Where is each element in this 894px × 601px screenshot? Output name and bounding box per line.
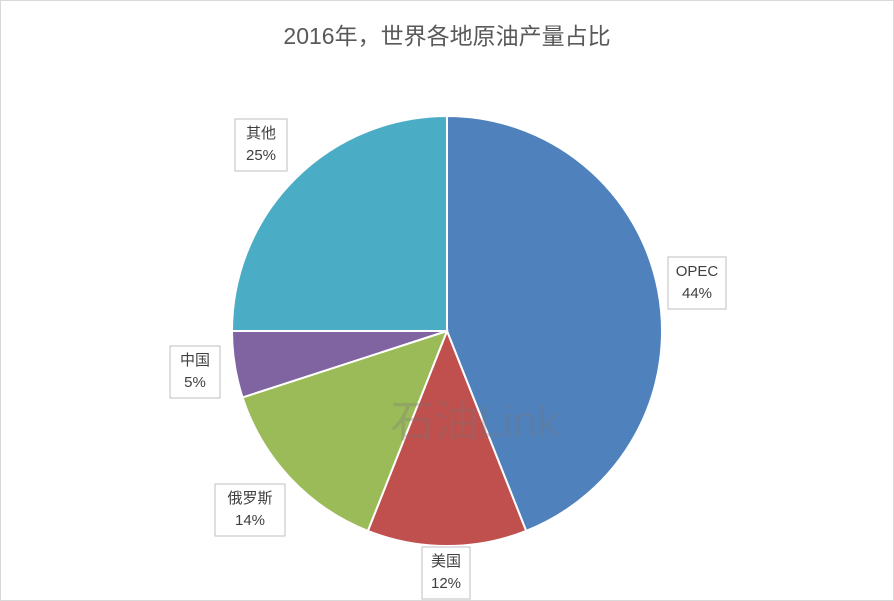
label-box	[421, 546, 471, 600]
label-box	[234, 118, 288, 172]
watermark: 石油Link	[391, 398, 561, 447]
label-box	[667, 256, 727, 310]
chart-title: 2016年，世界各地原油产量占比	[283, 23, 610, 49]
value-label: 14%	[235, 512, 265, 529]
category-label: 俄罗斯	[227, 490, 272, 507]
category-label: 美国	[431, 553, 461, 570]
category-label: 其他	[246, 125, 276, 142]
value-label: 5%	[184, 374, 206, 391]
label-box	[214, 483, 286, 537]
value-label: 44%	[682, 285, 712, 302]
pie-slice	[230, 114, 448, 332]
value-label: 25%	[246, 147, 276, 164]
label-box	[169, 345, 221, 399]
value-label: 12%	[431, 575, 461, 592]
pie-slice	[366, 328, 528, 547]
pie-slice	[446, 114, 663, 533]
category-label: 中国	[180, 352, 210, 369]
category-label: OPEC	[676, 263, 719, 280]
